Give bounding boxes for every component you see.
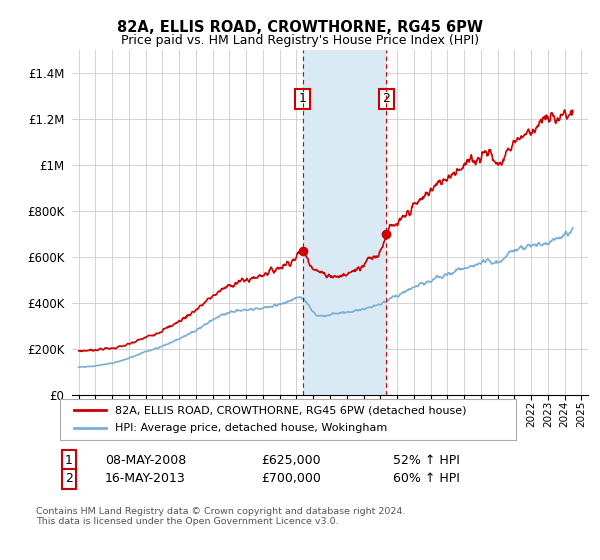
Text: 2: 2: [383, 92, 391, 105]
Text: 16-MAY-2013: 16-MAY-2013: [105, 472, 186, 486]
Text: 52% ↑ HPI: 52% ↑ HPI: [393, 454, 460, 467]
Text: HPI: Average price, detached house, Wokingham: HPI: Average price, detached house, Woki…: [115, 423, 387, 433]
Text: 60% ↑ HPI: 60% ↑ HPI: [393, 472, 460, 486]
Text: 08-MAY-2008: 08-MAY-2008: [105, 454, 186, 467]
Text: 82A, ELLIS ROAD, CROWTHORNE, RG45 6PW (detached house): 82A, ELLIS ROAD, CROWTHORNE, RG45 6PW (d…: [115, 405, 466, 415]
Text: 1: 1: [299, 92, 307, 105]
Text: £625,000: £625,000: [261, 454, 320, 467]
Text: Price paid vs. HM Land Registry's House Price Index (HPI): Price paid vs. HM Land Registry's House …: [121, 34, 479, 46]
Text: 1: 1: [65, 454, 73, 467]
Text: Contains HM Land Registry data © Crown copyright and database right 2024.
This d: Contains HM Land Registry data © Crown c…: [36, 507, 406, 526]
Bar: [302, 50, 386, 395]
Text: 2: 2: [65, 472, 73, 486]
Text: 82A, ELLIS ROAD, CROWTHORNE, RG45 6PW: 82A, ELLIS ROAD, CROWTHORNE, RG45 6PW: [117, 20, 483, 35]
Text: £700,000: £700,000: [261, 472, 321, 486]
